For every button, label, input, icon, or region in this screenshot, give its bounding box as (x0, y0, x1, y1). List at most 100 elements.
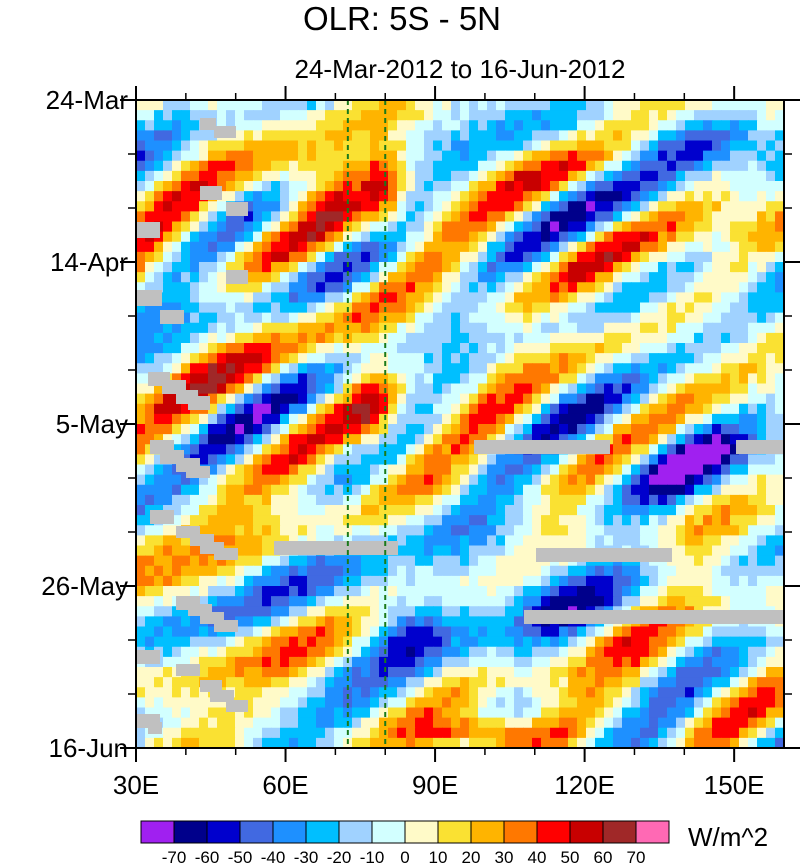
heatmap-cell (451, 717, 461, 729)
heatmap-cell (541, 181, 551, 192)
heatmap-cell (298, 596, 308, 607)
heatmap-cell (334, 140, 344, 152)
heatmap-cell (451, 424, 461, 435)
heatmap-cell (613, 120, 623, 131)
heatmap-cell (568, 677, 578, 688)
heatmap-cell (154, 545, 164, 557)
heatmap-cell (757, 535, 767, 547)
heatmap-cell (748, 596, 758, 607)
heatmap-cell (154, 575, 164, 587)
heatmap-cell (451, 626, 461, 638)
heatmap-cell (361, 494, 371, 506)
heatmap-cell (208, 727, 218, 739)
heatmap-cell (298, 434, 308, 445)
heatmap-cell (775, 727, 785, 739)
heatmap-cell (370, 251, 380, 263)
heatmap-cell (496, 636, 506, 648)
heatmap-cell (235, 656, 245, 668)
heatmap-cell (586, 656, 596, 668)
heatmap-cell (676, 667, 686, 678)
heatmap-cell (244, 717, 254, 729)
heatmap-cell (703, 150, 713, 162)
heatmap-cell (460, 484, 470, 496)
heatmap-cell (577, 474, 587, 486)
heatmap-cell (568, 241, 578, 253)
heatmap-cell (190, 616, 200, 628)
heatmap-cell (505, 606, 515, 617)
heatmap-cell (460, 727, 470, 739)
heatmap-cell (262, 444, 272, 455)
heatmap-cell (505, 383, 515, 395)
heatmap-cell (226, 636, 236, 648)
heatmap-cell (451, 211, 461, 223)
heatmap-cell (289, 413, 299, 425)
heatmap-cell (667, 667, 677, 678)
heatmap-cell (451, 575, 461, 587)
heatmap-cell (694, 454, 704, 466)
heatmap-cell (766, 181, 776, 192)
heatmap-cell (316, 677, 326, 688)
heatmap-cell (343, 211, 353, 223)
heatmap-cell (136, 262, 146, 273)
heatmap-cell (505, 130, 515, 142)
heatmap-cell (568, 646, 578, 658)
heatmap-cell (253, 545, 263, 557)
heatmap-cell (613, 525, 623, 536)
heatmap-cell (613, 697, 623, 709)
heatmap-cell (559, 332, 569, 344)
heatmap-cell (415, 444, 425, 455)
heatmap-cell (388, 241, 398, 253)
heatmap-cell (352, 737, 362, 749)
heatmap-cell (145, 150, 155, 162)
heatmap-cell (541, 302, 551, 314)
heatmap-cell (307, 241, 317, 253)
heatmap-cell (289, 251, 299, 263)
heatmap-cell (694, 707, 704, 719)
heatmap-cell (406, 515, 416, 526)
heatmap-cell (226, 302, 236, 314)
heatmap-cell (163, 484, 173, 496)
heatmap-cell (649, 656, 659, 668)
heatmap-cell (172, 191, 182, 202)
heatmap-cell (370, 201, 380, 212)
heatmap-cell (352, 434, 362, 445)
heatmap-cell (271, 586, 281, 597)
heatmap-cell (739, 596, 749, 607)
heatmap-cell (685, 535, 695, 547)
heatmap-cell (568, 586, 578, 597)
heatmap-cell (550, 383, 560, 395)
heatmap-cell (433, 201, 443, 212)
heatmap-cell (496, 272, 506, 283)
heatmap-cell (280, 191, 290, 202)
heatmap-cell (514, 586, 524, 597)
heatmap-cell (217, 424, 227, 435)
heatmap-cell (235, 130, 245, 142)
heatmap-cell (487, 170, 497, 182)
heatmap-cell (730, 413, 740, 425)
heatmap-cell (289, 292, 299, 304)
heatmap-cell (622, 413, 632, 425)
heatmap-cell (253, 596, 263, 607)
heatmap-cell (442, 737, 452, 749)
heatmap-cell (280, 606, 290, 617)
heatmap-cell (163, 120, 173, 131)
heatmap-cell (667, 494, 677, 506)
heatmap-cell (271, 464, 281, 476)
heatmap-cell (397, 120, 407, 131)
heatmap-cell (523, 353, 533, 364)
heatmap-cell (757, 646, 767, 658)
heatmap-cell (334, 687, 344, 698)
heatmap-cell (604, 343, 614, 354)
heatmap-cell (640, 677, 650, 688)
heatmap-cell (190, 282, 200, 293)
heatmap-cell (613, 160, 623, 172)
heatmap-cell (172, 302, 182, 314)
heatmap-cell (316, 464, 326, 476)
heatmap-cell (487, 575, 497, 587)
heatmap-cell (595, 505, 605, 516)
heatmap-cell (730, 586, 740, 597)
heatmap-cell (145, 555, 155, 567)
heatmap-cell (163, 140, 173, 152)
heatmap-cell (532, 332, 542, 344)
